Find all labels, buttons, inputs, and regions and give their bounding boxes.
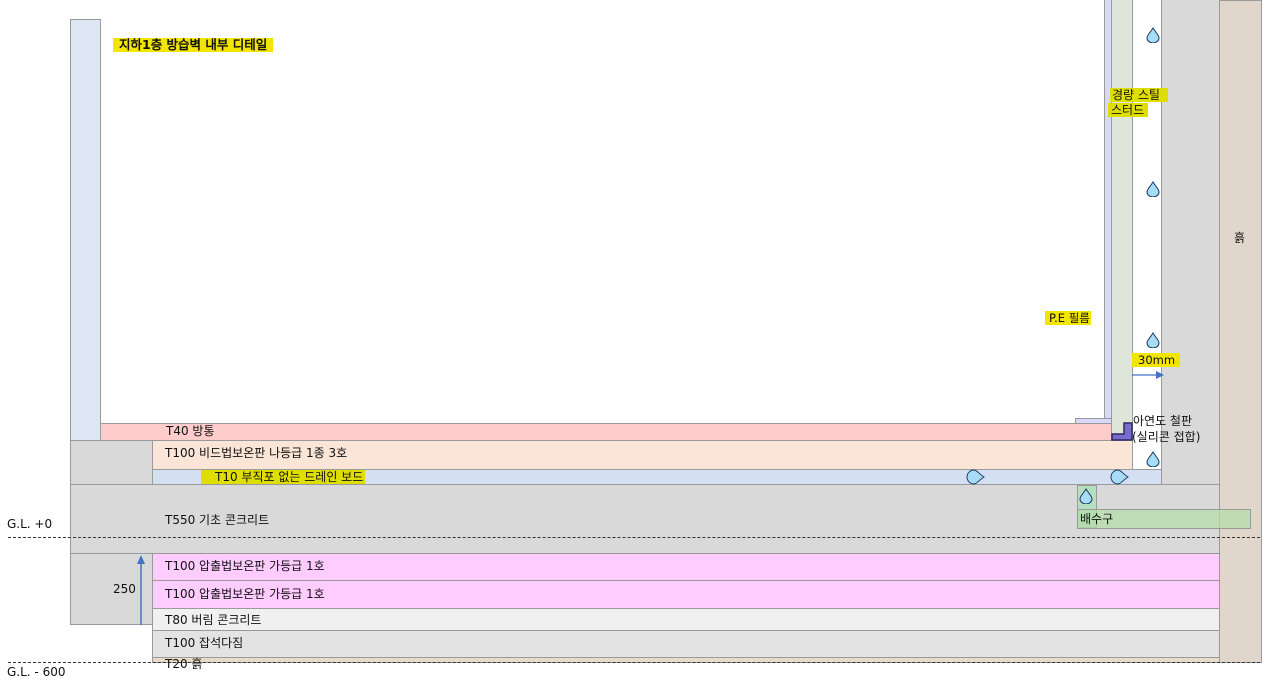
zinc-plate-label: 아연도 철판 xyxy=(1133,414,1193,428)
layer-label-xps-2: T100 압출법보온판 가등급 1호 xyxy=(165,587,325,601)
steel-stud xyxy=(1111,0,1133,441)
water-drop-icon xyxy=(1079,488,1093,504)
layer-label-t20: T20 흙 xyxy=(165,657,203,671)
gap-label: 30mm xyxy=(1132,353,1181,367)
steel-stud-label: 경량 스틸 xyxy=(1110,88,1168,102)
water-drop-icon xyxy=(1146,27,1160,43)
steel-stud-label-2: 스터드 xyxy=(1108,103,1149,117)
layer-label-t10-drain: T10 부직포 없는 드레인 보드 xyxy=(201,470,366,484)
left-footing-upper xyxy=(70,440,153,485)
dimension-arrow xyxy=(137,555,145,625)
layer-label-t40: T40 방통 xyxy=(166,424,215,438)
drawing-title: 지하1층 방습벽 내부 디테일 xyxy=(113,38,274,52)
soil-right xyxy=(1219,0,1262,663)
layer-label-t80: T80 버림 콘크리트 xyxy=(165,613,262,627)
layer-t80 xyxy=(152,608,1220,631)
layer-label-t550: T550 기초 콘크리트 xyxy=(165,513,270,527)
pe-film-label: P.E 필름 xyxy=(1045,311,1091,325)
left-footing-lower xyxy=(70,553,153,625)
gl-600-label: G.L. - 600 xyxy=(7,665,66,679)
pe-film xyxy=(1104,0,1112,431)
water-drop-icon xyxy=(1146,332,1160,348)
gap-arrow xyxy=(1132,371,1164,379)
soil-right-label: 흙 xyxy=(1234,231,1246,245)
left-wall-column xyxy=(70,19,101,441)
gl-0-line xyxy=(8,537,1260,538)
layer-label-t100-gravel: T100 잡석다짐 xyxy=(165,636,244,650)
water-drop-icon xyxy=(1110,469,1129,485)
layer-xps-2 xyxy=(152,580,1220,609)
drain-label: 배수구 xyxy=(1080,512,1114,526)
water-drop-icon xyxy=(1146,451,1160,467)
drain-pipe xyxy=(1077,509,1251,529)
water-drop-icon xyxy=(966,469,985,485)
concrete-wall xyxy=(1161,0,1220,485)
zinc-plate-icon xyxy=(1111,422,1133,441)
gl-0-label: G.L. +0 xyxy=(7,517,53,531)
dimension-250-label: 250 xyxy=(113,582,136,596)
layer-label-xps-1: T100 압출법보온판 가등급 1호 xyxy=(165,559,325,573)
gl-600-line xyxy=(8,662,1260,663)
zinc-plate-label-2: (실리콘 접합) xyxy=(1132,430,1201,444)
layer-t100-gravel xyxy=(152,630,1220,658)
layer-label-t100-bead: T100 비드법보온판 나등급 1종 3호 xyxy=(165,446,348,460)
layer-t40 xyxy=(100,423,1112,441)
water-drop-icon xyxy=(1146,181,1160,197)
